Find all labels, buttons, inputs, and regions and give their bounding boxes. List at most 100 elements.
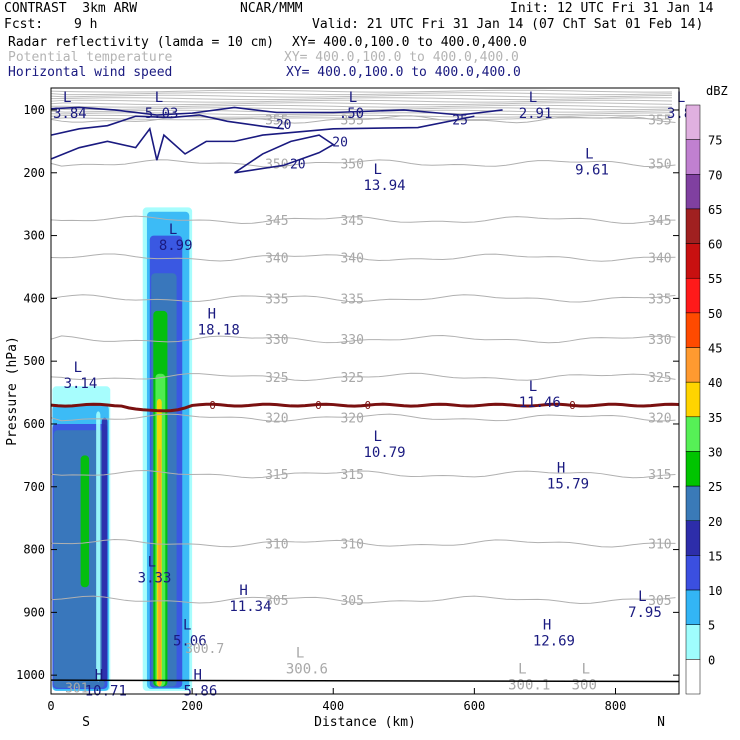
colorbar-swatch [685, 659, 701, 695]
potential-temperature-contours: 355 355 355 350 350 350 345 345 345 340 340 340 335 3… [50, 89, 676, 609]
x-axis-label: Distance (km) [314, 715, 416, 730]
theta-band-line-5 [50, 102, 672, 106]
colorbar-level-label: 55 [708, 272, 722, 286]
wind-contour-3 [234, 134, 335, 174]
theta-contour-315 [50, 470, 676, 479]
theta-label-350: 350 [648, 157, 671, 172]
fcst-label: Fcst: [4, 17, 44, 32]
low-value: .50 [339, 106, 364, 122]
wind-contour-2 [50, 115, 475, 161]
y-tick-label: 500 [23, 354, 45, 368]
theta-band-line-7 [50, 107, 672, 111]
theta-min-label: 301 [65, 682, 88, 697]
high-value: 15.79 [547, 476, 589, 492]
colorbar-level-label: 45 [708, 342, 722, 356]
theta-label-305: 305 [648, 594, 671, 609]
extrema-labels: L3.84L5.03L.50L2.91L3.8L9.61L13.94L8.99L… [53, 90, 692, 700]
high-value: 5.86 [184, 684, 218, 700]
field-3-name: Horizontal wind speed [8, 65, 173, 80]
theta-contour-350 [50, 159, 676, 168]
y-tick-label: 200 [23, 166, 45, 180]
field-2-name: Potential temperature [8, 50, 173, 65]
wind-contour-label: 20 [332, 135, 348, 150]
high-value: 10.71 [85, 684, 127, 700]
low-marker: L [148, 555, 156, 571]
theta-band-line-4 [50, 99, 672, 103]
field-1-xy: XY= 400.0,100.0 to 400.0,400.0 [292, 35, 527, 50]
reflectivity-cell-3 [53, 430, 105, 688]
reflectivity-cell-4 [80, 455, 90, 588]
wind-contour-label: 25 [452, 113, 468, 128]
theta-band-line-6 [50, 104, 672, 108]
colorbar-level-label: 20 [708, 515, 722, 529]
theta-min-label: 300.7 [185, 642, 224, 657]
colorbar-swatch [685, 520, 701, 556]
y-tick-label: 100 [23, 103, 45, 117]
theta-label-355: 355 [648, 113, 671, 128]
theta-label-330: 330 [340, 333, 363, 348]
reflectivity-fill [52, 207, 193, 691]
high-value: 18.18 [198, 323, 240, 339]
theta-contour-325 [50, 372, 676, 382]
theta-label-320: 320 [340, 412, 363, 427]
high-value: 11.34 [229, 599, 271, 615]
theta-label-335: 335 [340, 292, 363, 307]
theta-band-line-0 [50, 89, 672, 93]
theta-label-315: 315 [340, 468, 363, 483]
low-value: 10.79 [363, 445, 405, 461]
x-end-label-left: S [82, 715, 90, 730]
colorbar-level-label: 40 [708, 376, 722, 390]
colorbar-level-label: 35 [708, 411, 722, 425]
low-value: 3.14 [64, 376, 98, 392]
low-value: 2.91 [519, 106, 553, 122]
theta-label-310: 310 [265, 537, 288, 552]
high-marker: H [194, 668, 202, 684]
colorbar-swatch [685, 104, 701, 140]
theta-contour-310 [50, 539, 676, 548]
model-title: CONTRAST 3km ARW [4, 1, 138, 16]
valid-time: Valid: 21 UTC Fri 31 Jan 14 (07 ChT Sat … [312, 17, 704, 32]
theta-contour-345 [50, 215, 676, 224]
theta-label-320: 320 [648, 412, 671, 427]
low-value: 11.46 [519, 395, 561, 411]
high-marker: H [239, 583, 247, 599]
colorbar-swatch [685, 555, 701, 591]
low-marker: L [638, 589, 646, 605]
freezing-level-label: 0 [365, 399, 372, 412]
theta-label-340: 340 [265, 252, 288, 267]
theta-band-line-1 [50, 92, 672, 96]
plot-frame [50, 87, 680, 695]
low-value: 300.6 [286, 662, 328, 678]
theta-label-315: 315 [265, 468, 288, 483]
low-marker: L [183, 617, 191, 633]
low-value: 5.06 [173, 633, 207, 649]
x-tick-label: 400 [322, 699, 344, 713]
colorbar-level-label: 30 [708, 445, 722, 459]
theta-label-325: 325 [340, 371, 363, 386]
low-value: 300 [572, 677, 597, 693]
colorbar-swatch [685, 243, 701, 279]
colorbar-swatch [685, 416, 701, 452]
colorbar-level-label: 25 [708, 480, 722, 494]
theta-label-355: 355 [340, 113, 363, 128]
high-marker: H [208, 307, 216, 323]
field-3-xy: XY= 400.0,100.0 to 400.0,400.0 [286, 65, 521, 80]
freezing-level-line [50, 402, 680, 413]
colorbar-level-label: 10 [708, 584, 722, 598]
colorbar-level-label: 60 [708, 238, 722, 252]
high-marker: H [95, 668, 103, 684]
theta-label-330: 330 [265, 333, 288, 348]
high-value: 12.69 [533, 633, 575, 649]
freezing-level-contour: 0 0 0 0 [50, 399, 680, 413]
init-time: Init: 12 UTC Fri 31 Jan 14 [510, 1, 714, 16]
colorbar-swatch [685, 139, 701, 175]
low-marker: L [529, 90, 537, 106]
theta-band-line-2 [50, 94, 672, 98]
colorbar-level-label: 15 [708, 549, 722, 563]
x-tick-label: 200 [181, 699, 203, 713]
theta-contour-335 [50, 294, 676, 303]
wind-speed-contours: 20 25 20 20 [50, 106, 503, 174]
wind-contour-1 [50, 114, 284, 136]
theta-band-line-9 [50, 112, 672, 116]
